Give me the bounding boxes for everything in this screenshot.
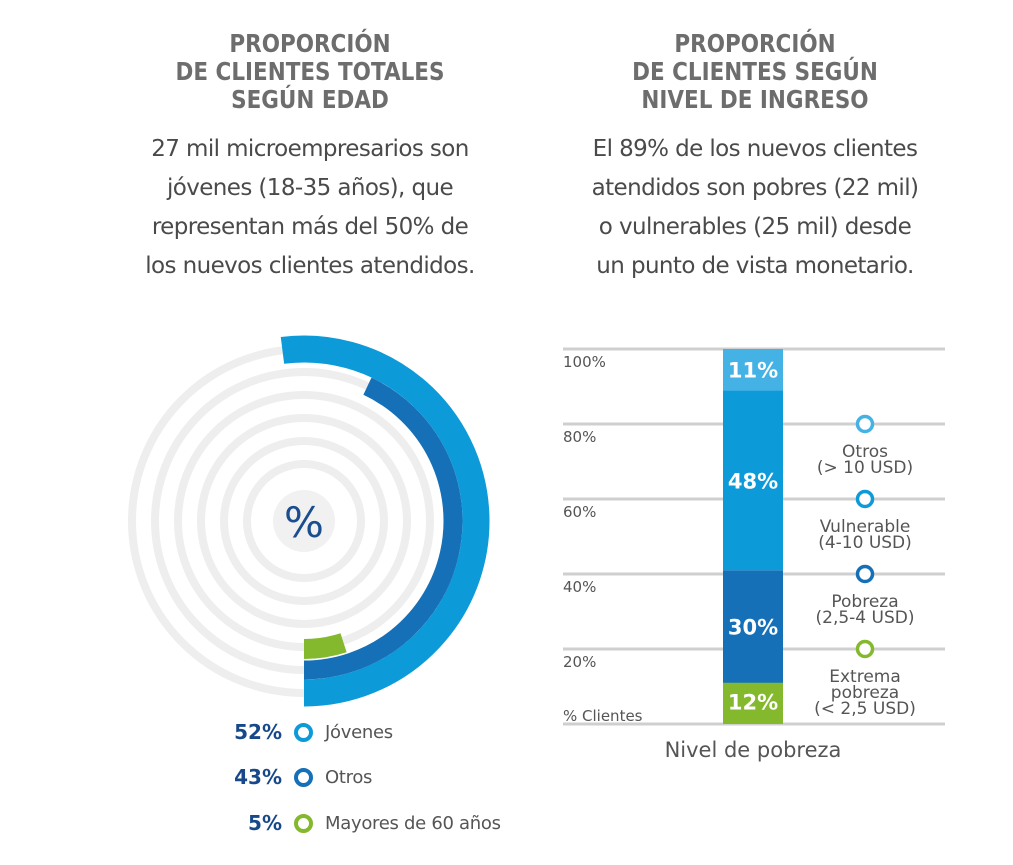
right-desc-line-4: un punto de vista monetario.	[596, 253, 914, 279]
radial-track-ring	[197, 414, 411, 628]
bar-segments: 12% 30% 48% 11%	[723, 349, 783, 724]
radial-bar-jovenes	[280, 335, 490, 707]
range-legend-label: Otros	[842, 442, 888, 462]
center-disc	[273, 490, 335, 552]
left-description: 27 mil microempresarios son jóvenes (18-…	[115, 130, 505, 286]
bar-tick-labels: 20% 40% 60% 80% 100%	[563, 353, 606, 671]
y-axis-label: % Clientes	[563, 707, 643, 725]
radial-bar-mayores	[303, 633, 347, 659]
legend-ring-icon	[294, 813, 313, 833]
bar-segment-value-label: 11%	[728, 359, 778, 383]
range-legend-label: Pobreza	[831, 592, 898, 612]
radial-track-ring	[220, 437, 388, 605]
radial-track-ring	[243, 460, 365, 582]
bar-segment-value-label: 48%	[728, 469, 778, 493]
left-desc-line-3: representan más del 50% de	[151, 214, 469, 240]
right-desc-line-3: o vulnerables (25 mil) desde	[598, 214, 912, 240]
range-legend-label: pobreza	[831, 683, 899, 703]
range-legend-ring-icon	[855, 489, 875, 509]
range-legend-label: Extrema	[829, 667, 901, 687]
x-axis-label: Nivel de pobreza	[665, 738, 842, 762]
right-title-line-3: NIVEL DE INGRESO	[641, 85, 869, 114]
y-tick-label: 80%	[563, 428, 596, 446]
right-desc-line-1: El 89% de los nuevos clientes	[592, 136, 918, 162]
range-legend-label: Vulnerable	[820, 517, 911, 537]
legend-label: Otros	[325, 766, 373, 788]
bar-segment-3	[723, 390, 783, 571]
bar-range-legend: Otros(> 10 USD) Vulnerable(4-10 USD) Pobre…	[814, 414, 916, 719]
y-tick-label: 20%	[563, 653, 596, 671]
bar-segment-2	[723, 570, 783, 683]
bar-segment-value-label: 12%	[728, 691, 778, 715]
left-desc-line-4: los nuevos clientes atendidos.	[145, 253, 475, 279]
range-legend-label: (> 10 USD)	[817, 458, 913, 478]
left-title-line-2: DE CLIENTES TOTALES	[175, 57, 445, 86]
left-desc-line-2: jóvenes (18-35 años), que	[166, 175, 454, 201]
left-desc-line-1: 27 mil microempresarios son	[151, 136, 469, 162]
bar-segment-4	[723, 349, 783, 391]
legend-label: Mayores de 60 años	[325, 812, 501, 834]
range-legend-ring-icon	[855, 414, 875, 434]
range-legend-ring-icon	[855, 564, 875, 584]
right-chart-title: PROPORCIÓN DE CLIENTES SEGÚN NIVEL DE IN…	[600, 30, 910, 114]
legend-row-jovenes: 52% Jóvenes	[200, 719, 393, 745]
bar-segment-1	[723, 679, 783, 724]
y-tick-label: 60%	[563, 503, 596, 521]
legend-row-otros: 43% Otros	[200, 764, 372, 790]
legend-row-mayores: 5% Mayores de 60 años	[200, 810, 501, 836]
legend-ring-icon	[294, 767, 313, 787]
radial-bar-otros	[303, 377, 463, 680]
legend-ring-icon	[294, 722, 313, 742]
left-title-line-3: SEGÚN EDAD	[231, 85, 389, 114]
range-legend-label: (< 2,5 USD)	[814, 699, 916, 719]
range-legend-label: (4-10 USD)	[818, 533, 912, 553]
bar-segment-value-label: 30%	[728, 616, 778, 640]
range-legend-ring-icon	[855, 639, 875, 659]
y-tick-label: 100%	[563, 353, 606, 371]
left-title-line-1: PROPORCIÓN	[229, 29, 391, 58]
legend-value: 5%	[248, 811, 282, 835]
legend-value: 52%	[234, 720, 282, 744]
center-percent-label: %	[284, 498, 324, 547]
legend-label: Jóvenes	[325, 721, 393, 743]
right-desc-line-2: atendidos son pobres (22 mil)	[591, 175, 919, 201]
legend-value: 43%	[234, 765, 282, 789]
range-legend-label: (2,5-4 USD)	[816, 608, 915, 628]
right-title-line-2: DE CLIENTES SEGÚN	[632, 57, 878, 86]
y-tick-label: 40%	[563, 578, 596, 596]
left-chart-title: PROPORCIÓN DE CLIENTES TOTALES SEGÚN EDA…	[155, 30, 465, 114]
radial-bars	[280, 335, 490, 707]
right-title-line-1: PROPORCIÓN	[674, 29, 836, 58]
right-description: El 89% de los nuevos clientes atendidos …	[555, 130, 955, 286]
